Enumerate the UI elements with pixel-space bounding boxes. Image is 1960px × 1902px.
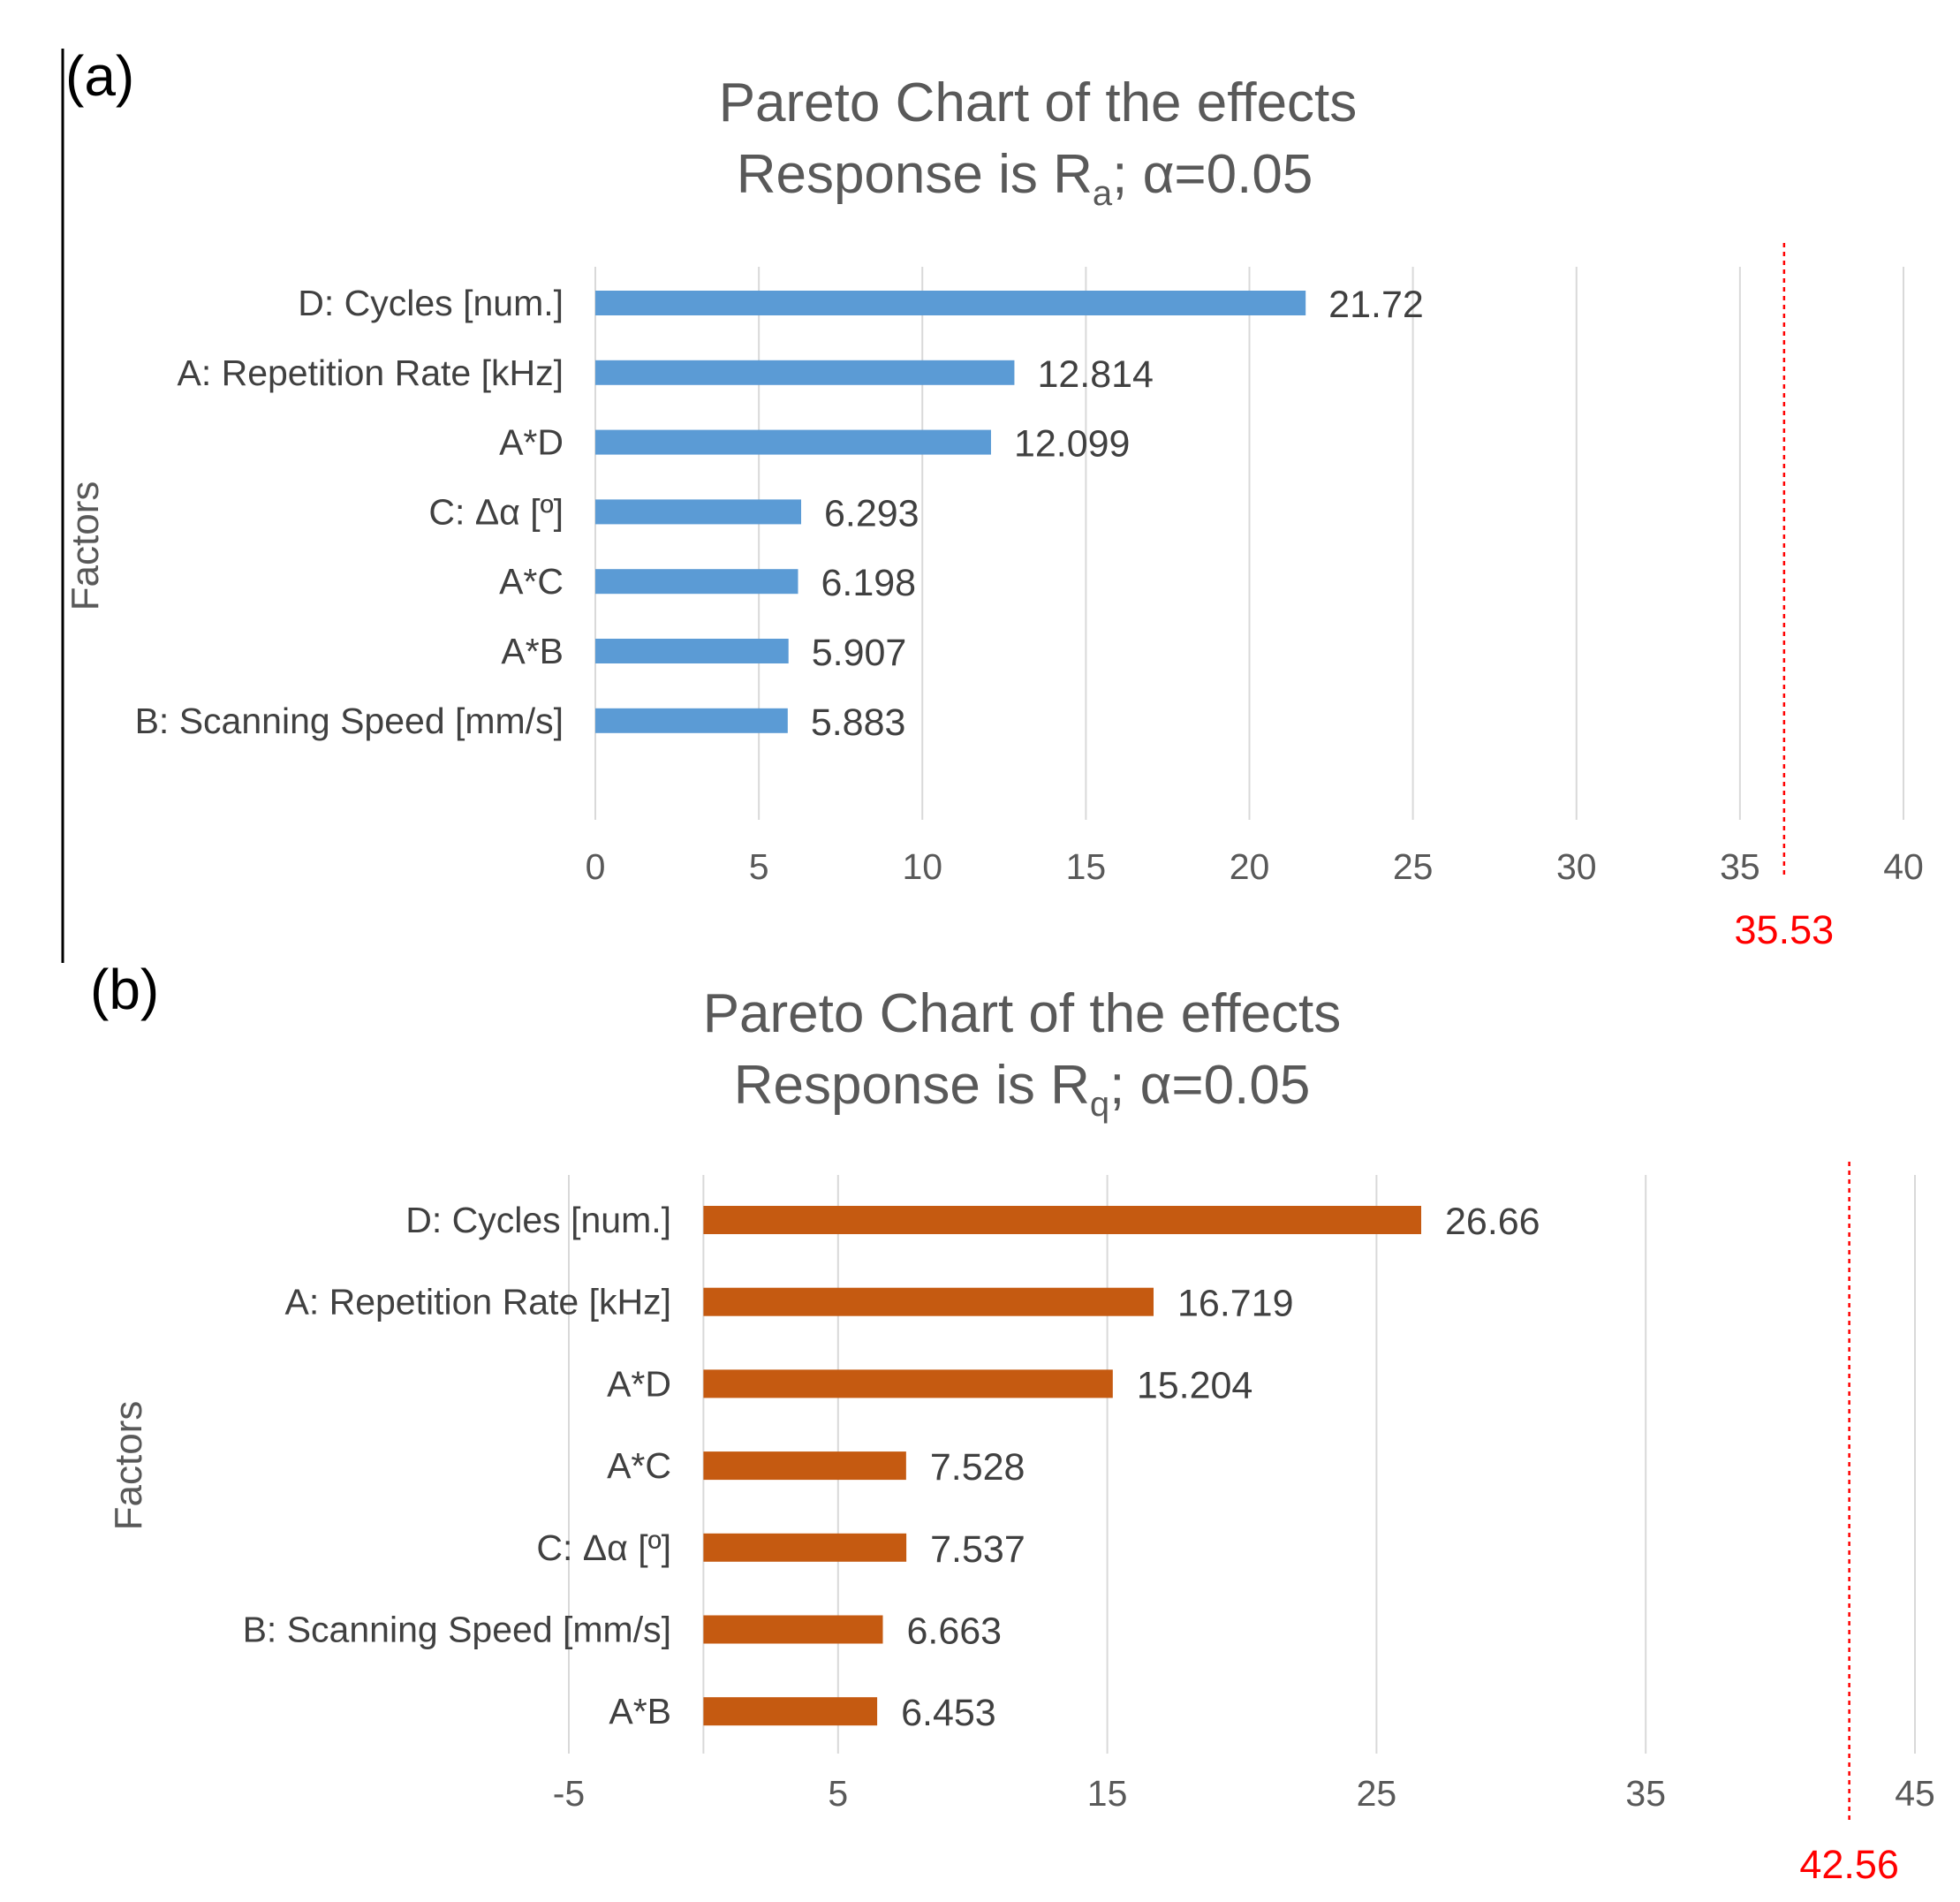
value-label: 6.198 (821, 562, 916, 604)
x-tick-label: -5 (553, 1773, 585, 1814)
value-label: 21.72 (1328, 284, 1424, 326)
category-label: C: Δα [º] (536, 1527, 671, 1568)
x-tick-label: 15 (1087, 1773, 1128, 1814)
category-label: A*B (609, 1691, 671, 1732)
subtitle-subscript: q (1090, 1085, 1109, 1124)
subtitle-subscript: a (1093, 174, 1113, 213)
bar (595, 569, 798, 595)
bar (595, 639, 789, 663)
category-label: A*B (501, 631, 564, 671)
chart-subtitle: Response is Rq; α=0.05 (734, 1055, 1311, 1124)
chart-subtitle: Response is Ra; α=0.05 (737, 144, 1313, 213)
category-label: D: Cycles [num.] (405, 1200, 671, 1240)
bar (595, 360, 1015, 385)
category-label: C: Δα [º] (428, 491, 564, 532)
bar (703, 1369, 1113, 1398)
subtitle-suffix: ; α=0.05 (1109, 1055, 1310, 1116)
x-tick-label: 15 (1066, 846, 1107, 887)
category-label: A: Repetition Rate [kHz] (284, 1282, 671, 1322)
pareto-chart-a: (a) Pareto Chart of the effects Response… (64, 44, 1924, 952)
value-label: 5.907 (812, 632, 907, 674)
value-label: 7.537 (930, 1528, 1025, 1571)
x-tick-label: 35 (1625, 1773, 1666, 1814)
value-label: 16.719 (1177, 1283, 1294, 1325)
value-label: 5.883 (811, 701, 906, 744)
value-label: 6.663 (906, 1610, 1002, 1653)
category-label: D: Cycles [num.] (298, 283, 564, 323)
x-tick-label: 35 (1720, 846, 1760, 887)
bar (595, 429, 991, 455)
x-tick-label: 30 (1556, 846, 1597, 887)
critical-value-label: 42.56 (1799, 1842, 1899, 1887)
x-tick-label: 25 (1357, 1773, 1397, 1814)
bar (595, 291, 1306, 315)
subtitle-prefix: Response is R (737, 144, 1093, 205)
value-label: 6.293 (824, 492, 919, 534)
labels-layer: 0 5 10 15 20 25 30 35 40 D: Cycles [num.] 21.72 A: … (135, 243, 1924, 952)
x-tick-label: 5 (828, 1773, 848, 1814)
category-label: A*D (499, 422, 564, 463)
bar (703, 1287, 1154, 1316)
bar (595, 499, 801, 525)
x-tick-label: 45 (1895, 1773, 1935, 1814)
x-tick-label: 25 (1393, 846, 1434, 887)
subtitle-prefix: Response is R (734, 1055, 1090, 1116)
category-label: A*C (607, 1445, 671, 1486)
value-label: 26.66 (1445, 1201, 1540, 1243)
value-label: 12.099 (1014, 423, 1131, 466)
bar (703, 1206, 1421, 1234)
pareto-chart-b: (b) Pareto Chart of the effects Response… (90, 958, 1935, 1887)
bar (703, 1697, 878, 1726)
value-label: 7.528 (930, 1446, 1025, 1489)
bar (703, 1451, 906, 1481)
x-tick-label: 40 (1883, 846, 1924, 887)
x-tick-label: 0 (586, 846, 606, 887)
value-label: 15.204 (1137, 1364, 1253, 1406)
bar (703, 1533, 907, 1562)
category-label: A*C (499, 561, 564, 602)
chart-title: Pareto Chart of the effects (703, 983, 1342, 1044)
y-axis-title: Factors (107, 1401, 150, 1531)
bar (703, 1615, 883, 1644)
category-label: B: Scanning Speed [mm/s] (135, 701, 564, 741)
category-label: B: Scanning Speed [mm/s] (243, 1610, 671, 1650)
x-tick-label: 5 (749, 846, 769, 887)
subtitle-suffix: ; α=0.05 (1112, 144, 1313, 205)
bars-layer (703, 1206, 1421, 1726)
bars-layer (595, 291, 1306, 733)
chart-title: Pareto Chart of the effects (719, 72, 1358, 133)
x-tick-label: 10 (902, 846, 942, 887)
bar (595, 708, 788, 733)
labels-layer: -5 5 15 25 35 45 D: Cycles [num.] 26.66 A: Repet… (243, 1162, 1935, 1887)
critical-value-label: 35.53 (1735, 907, 1835, 952)
x-tick-label: 20 (1230, 846, 1270, 887)
value-label: 12.814 (1037, 353, 1154, 396)
value-label: 6.453 (901, 1692, 996, 1734)
panel-label: (b) (90, 958, 159, 1021)
y-axis-title: Factors (64, 481, 107, 611)
category-label: A*D (607, 1363, 671, 1404)
panel-label: (a) (65, 44, 134, 108)
category-label: A: Repetition Rate [kHz] (177, 352, 564, 393)
